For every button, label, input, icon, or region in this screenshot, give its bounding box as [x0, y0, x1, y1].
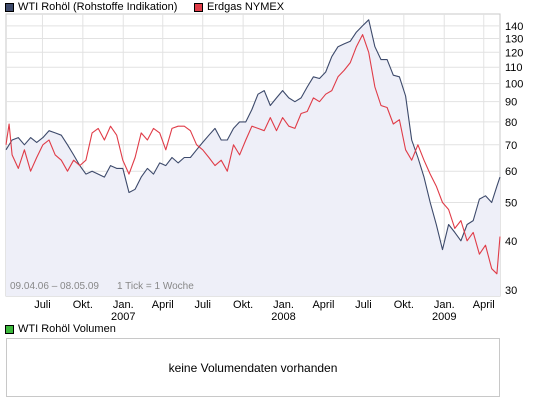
volume-panel: keine Volumendaten vorhanden	[6, 338, 500, 397]
legend-label-volume: WTI Rohöl Volumen	[18, 323, 116, 335]
legend-swatch-erdgas	[194, 2, 203, 12]
series-line-wti	[5, 19, 501, 251]
x-tick-label: Okt.	[394, 299, 414, 311]
y-tick-label: 140	[505, 21, 523, 33]
x-year-label: 2007	[111, 311, 135, 323]
tick-note-label: 1 Tick = 1 Woche	[117, 281, 194, 292]
legend-swatch-wti	[5, 2, 14, 12]
x-tick-label: April	[312, 299, 334, 311]
y-tick-label: 130	[505, 34, 523, 46]
legend-swatch-volume	[5, 324, 14, 334]
x-tick-label: Okt.	[233, 299, 253, 311]
legend-item-wti: WTI Rohöl (Rohstoffe Indikation)	[5, 1, 177, 13]
y-tick-label: 30	[505, 285, 517, 297]
x-tick-label: April	[473, 299, 495, 311]
volume-empty-message: keine Volumendaten vorhanden	[168, 361, 338, 375]
x-year-label: 2009	[432, 311, 456, 323]
date-range-label: 09.04.06 – 08.05.09	[10, 281, 99, 292]
y-tick-label: 40	[505, 236, 517, 248]
legend-item-volume: WTI Rohöl Volumen	[5, 323, 116, 335]
y-tick-label: 80	[505, 117, 517, 129]
series-area-wti	[6, 19, 500, 297]
y-tick-label: 90	[505, 97, 517, 109]
y-tick-label: 100	[505, 79, 523, 91]
y-tick-label: 60	[505, 166, 517, 178]
x-tick-label: Juli	[194, 299, 211, 311]
y-tick-label: 70	[505, 140, 517, 152]
x-tick-label: Okt.	[73, 299, 93, 311]
x-axis: Juli Okt. Jan. April Juli Okt. Jan. April Juli Ok…	[34, 299, 495, 323]
x-tick-label: Jan.	[273, 299, 294, 311]
x-tick-label: Jan.	[434, 299, 455, 311]
legend-label-wti: WTI Rohöl (Rohstoffe Indikation)	[18, 1, 178, 13]
legend-label-erdgas: Erdgas NYMEX	[207, 1, 285, 13]
x-tick-label: April	[152, 299, 174, 311]
series-layer	[5, 19, 501, 275]
x-tick-label: Juli	[355, 299, 372, 311]
y-tick-label: 50	[505, 198, 517, 210]
legend-item-erdgas: Erdgas NYMEX	[194, 1, 284, 13]
x-tick-label: Juli	[34, 299, 51, 311]
y-tick-label: 110	[505, 62, 523, 74]
series-line-erdgas	[5, 34, 501, 275]
x-tick-label: Jan.	[113, 299, 134, 311]
area-fill-layer	[6, 19, 500, 297]
y-tick-label: 120	[505, 47, 523, 59]
x-year-label: 2008	[271, 311, 295, 323]
